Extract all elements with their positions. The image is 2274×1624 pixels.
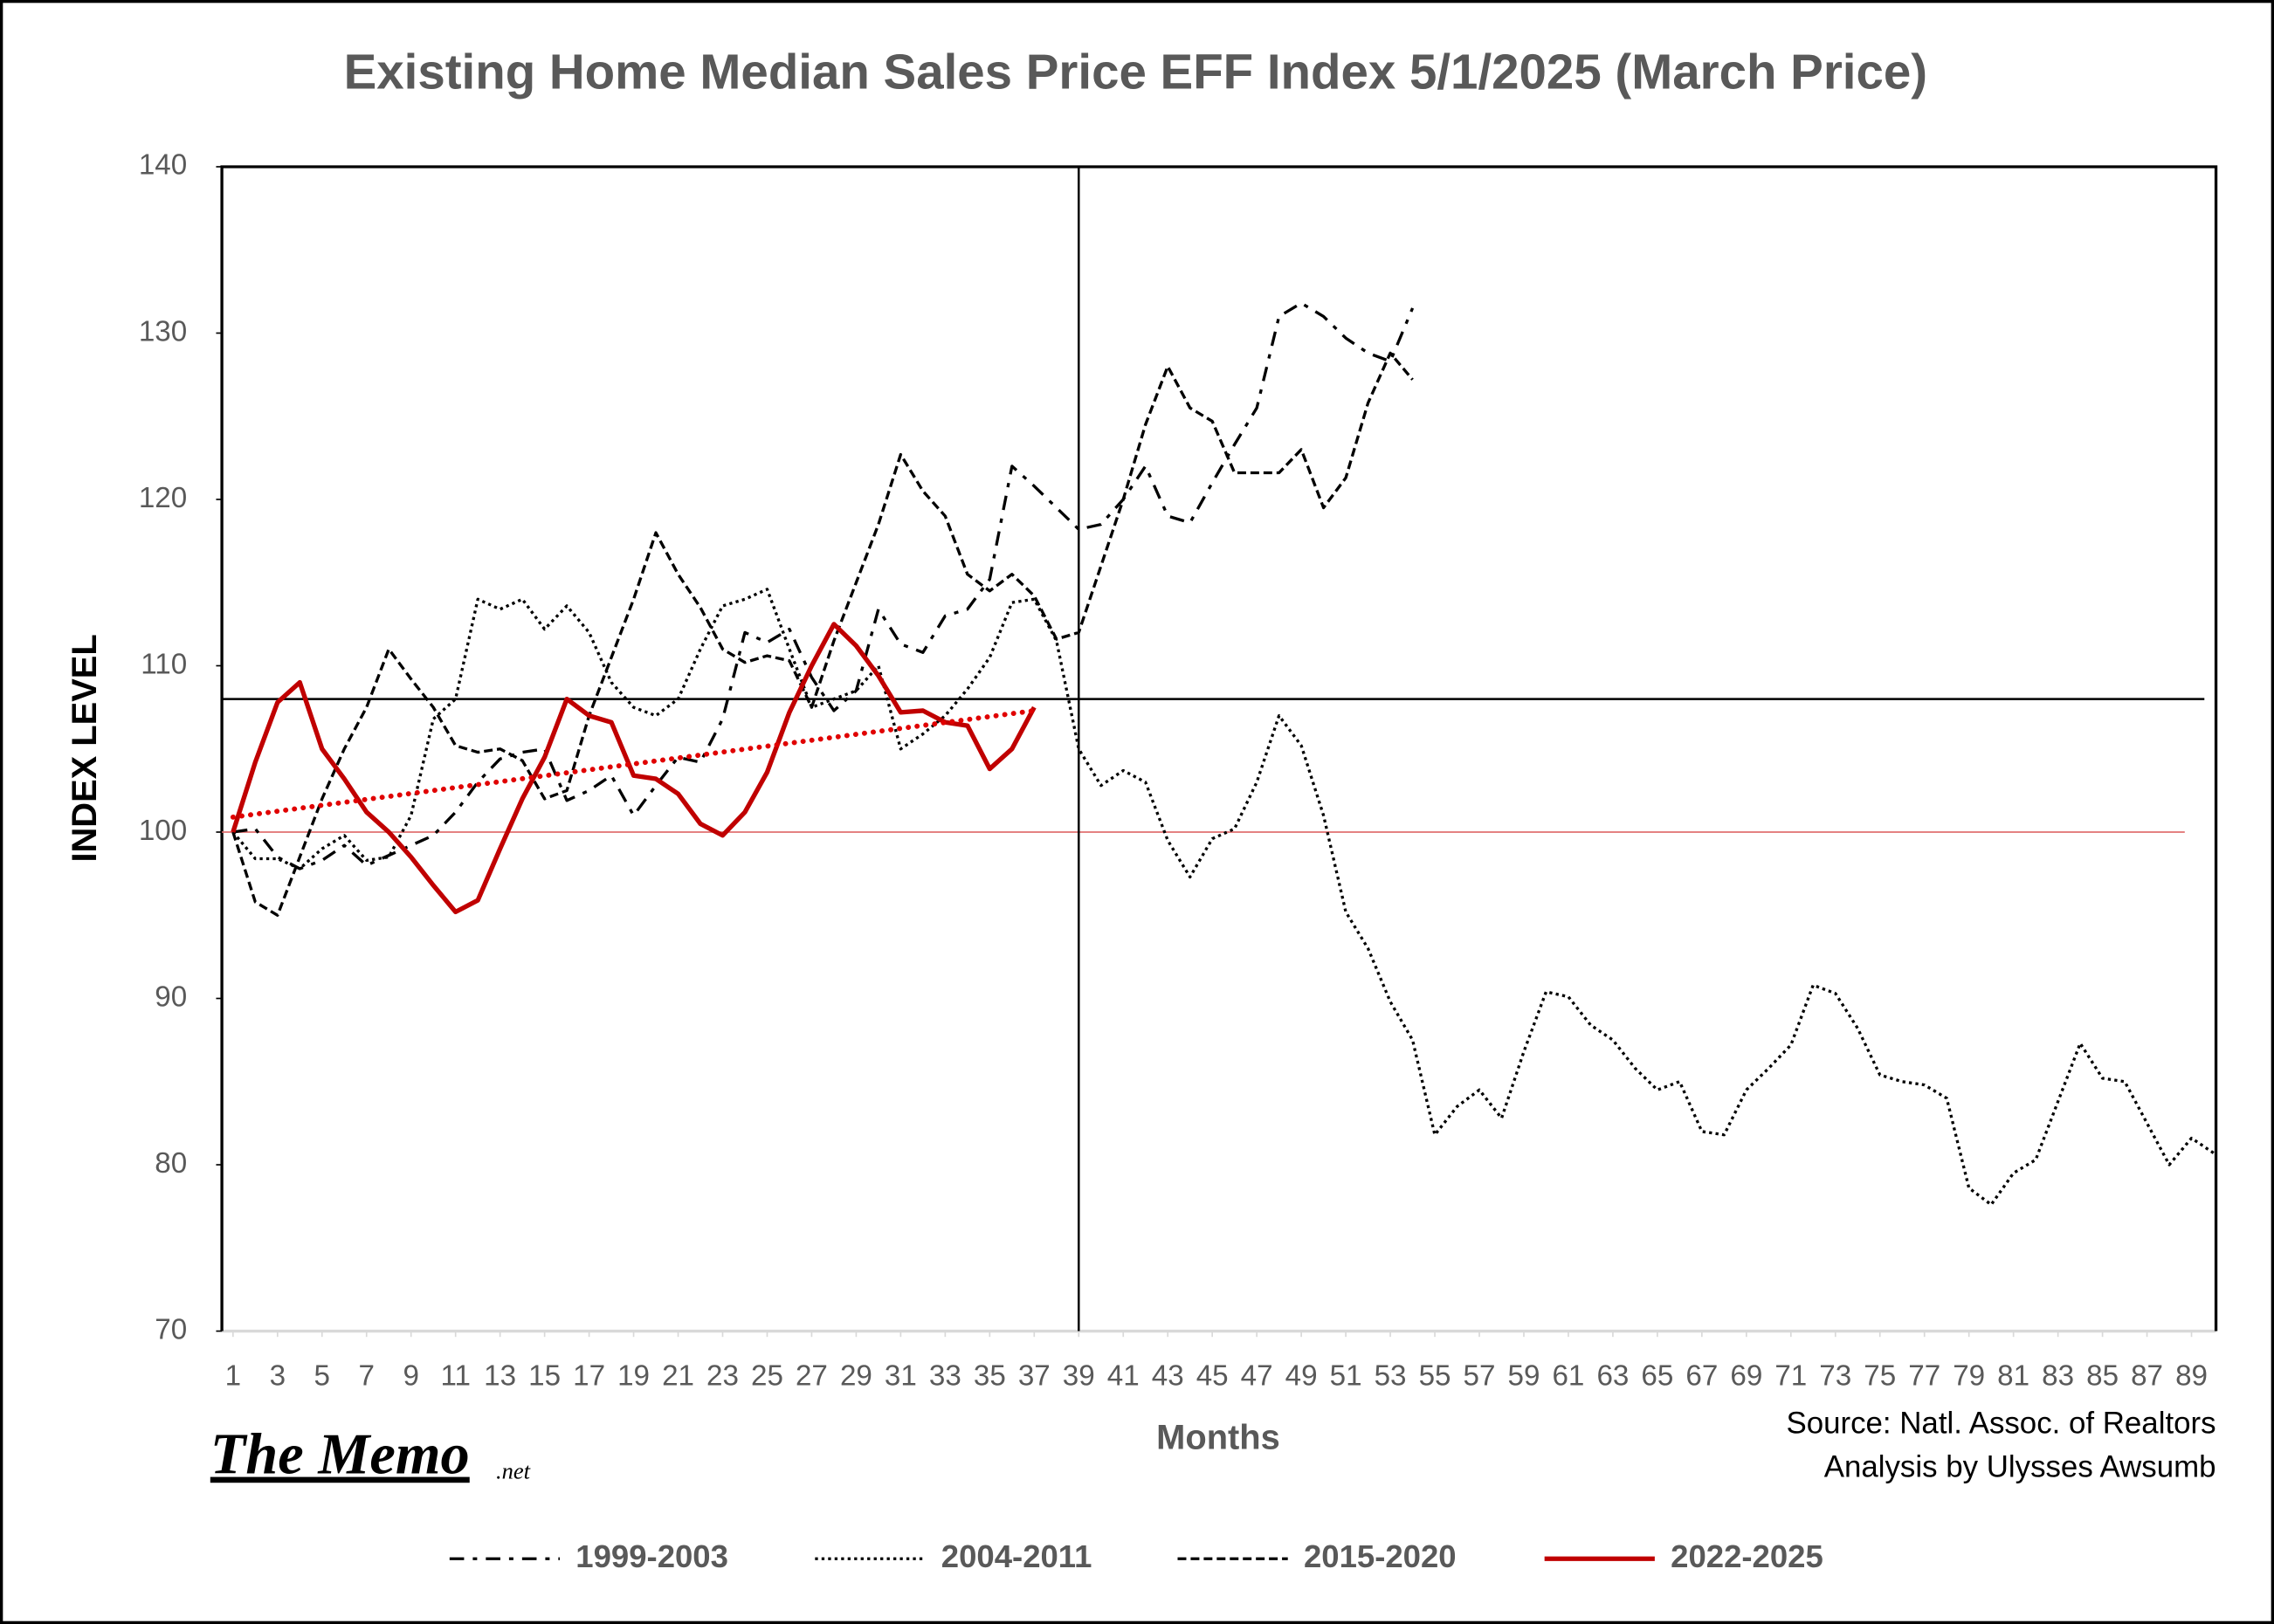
y-tick-label: 80: [155, 1147, 187, 1180]
x-tick-label: 53: [1375, 1359, 1407, 1392]
y-tick-label: 70: [155, 1313, 187, 1345]
x-tick-label: 87: [2131, 1359, 2163, 1392]
x-tick-label: 23: [706, 1359, 739, 1392]
plot-frame: [220, 165, 2218, 1332]
y-tick-label: 130: [139, 315, 187, 348]
legend-label: 2004-2011: [941, 1538, 1092, 1574]
x-tick-label: 61: [1552, 1359, 1584, 1392]
x-tick-label: 39: [1063, 1359, 1095, 1392]
x-tick-label: 89: [2175, 1359, 2208, 1392]
y-tick-label: 140: [139, 149, 187, 182]
x-tick-label: 81: [1997, 1359, 2029, 1392]
x-tick-label: 17: [573, 1359, 605, 1392]
y-tick-label: 120: [139, 482, 187, 514]
x-tick-label: 27: [796, 1359, 828, 1392]
legend-label: 1999-2003: [575, 1538, 728, 1574]
legend-label: 2015-2020: [1304, 1538, 1457, 1574]
x-tick-label: 57: [1464, 1359, 1496, 1392]
x-tick-label: 67: [1685, 1359, 1718, 1392]
x-tick-label: 79: [1953, 1359, 1985, 1392]
x-tick-label: 73: [1819, 1359, 1851, 1392]
x-tick-label: 21: [662, 1359, 694, 1392]
y-tick-label: 100: [139, 815, 187, 847]
x-tick-label: 43: [1152, 1359, 1184, 1392]
logo-suffix: .net: [496, 1457, 531, 1483]
x-tick-label: 65: [1641, 1359, 1673, 1392]
x-tick-label: 29: [840, 1359, 872, 1392]
x-tick-label: 25: [751, 1359, 783, 1392]
trendline: [230, 708, 1037, 820]
x-tick-label: 59: [1508, 1359, 1540, 1392]
source-note: Source: Natl. Assoc. of Realtors: [1786, 1407, 2215, 1441]
x-tick-label: 41: [1107, 1359, 1140, 1392]
x-tick-label: 75: [1864, 1359, 1896, 1392]
x-axis-label: Months: [1156, 1419, 1280, 1457]
x-tick-label: 15: [528, 1359, 561, 1392]
x-tick-label: 37: [1018, 1359, 1051, 1392]
x-tick-label: 19: [617, 1359, 650, 1392]
chart-title: Existing Home Median Sales Price EFF Ind…: [344, 44, 1927, 99]
series-line: [231, 351, 1414, 917]
x-tick-label: 71: [1774, 1359, 1807, 1392]
x-tick-label: 5: [314, 1359, 330, 1392]
x-tick-label: 33: [929, 1359, 961, 1392]
x-tick-label: 13: [484, 1359, 516, 1392]
series-line: [232, 301, 1415, 870]
x-tick-label: 31: [885, 1359, 917, 1392]
logo: The Memo: [210, 1423, 470, 1487]
x-tick-label: 7: [359, 1359, 375, 1392]
y-tick-label: 110: [141, 648, 187, 680]
x-tick-label: 85: [2086, 1359, 2119, 1392]
x-tick-label: 55: [1419, 1359, 1451, 1392]
legend-label: 2022-2025: [1671, 1538, 1823, 1574]
x-tick-label: 69: [1730, 1359, 1762, 1392]
x-tick-label: 51: [1330, 1359, 1362, 1392]
x-tick-label: 47: [1241, 1359, 1273, 1392]
x-tick-label: 9: [403, 1359, 418, 1392]
x-tick-label: 35: [974, 1359, 1006, 1392]
x-tick-label: 77: [1908, 1359, 1940, 1392]
series-line: [231, 622, 1037, 915]
x-tick-label: 49: [1285, 1359, 1318, 1392]
x-tick-label: 3: [270, 1359, 286, 1392]
analysis-note: Analysis by Ulysses Awsumb: [1824, 1450, 2216, 1484]
y-axis-label: INDEX LEVEL: [65, 634, 104, 862]
y-tick-label: 90: [155, 981, 187, 1013]
x-tick-label: 83: [2042, 1359, 2074, 1392]
x-tick-label: 45: [1196, 1359, 1229, 1392]
x-tick-label: 1: [225, 1359, 241, 1392]
x-tick-label: 63: [1596, 1359, 1629, 1392]
x-tick-label: 11: [440, 1359, 470, 1392]
